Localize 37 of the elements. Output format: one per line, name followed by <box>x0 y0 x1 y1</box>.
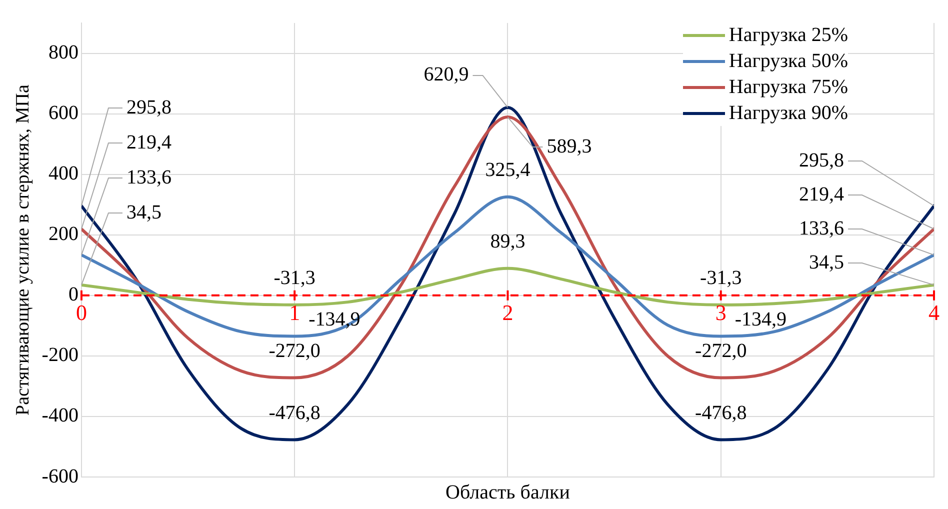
data-label: 295,8 <box>799 149 844 172</box>
x-tick-label: 1 <box>289 300 300 326</box>
data-label: -272,0 <box>695 340 747 362</box>
data-label: 325,4 <box>485 159 530 182</box>
data-label: 34,5 <box>809 251 844 274</box>
data-label: 219,4 <box>126 131 172 154</box>
data-label: 219,4 <box>799 183 844 206</box>
y-tick-label: 800 <box>48 42 78 64</box>
data-label: 133,6 <box>799 217 844 240</box>
data-label: -272,0 <box>268 340 320 362</box>
data-label: -31,3 <box>274 267 316 290</box>
legend-label: Нагрузка 50% <box>728 50 848 72</box>
x-axis-title: Область балки <box>446 481 570 504</box>
data-label: -31,3 <box>700 267 742 290</box>
data-label: 589,3 <box>546 135 592 158</box>
x-tick-label: 3 <box>715 300 726 326</box>
y-tick-label: 200 <box>48 223 78 246</box>
x-tick-label: 4 <box>928 300 940 326</box>
x-tick-label: 2 <box>502 300 514 326</box>
y-tick-label: 600 <box>48 102 78 124</box>
legend-label: Нагрузка 25% <box>728 24 848 46</box>
y-axis-title: Растягивающие усилие в стержнях, МПа <box>12 84 34 416</box>
data-label: 133,6 <box>126 166 172 188</box>
data-label: 89,3 <box>490 230 526 253</box>
legend-label: Нагрузка 90% <box>728 102 848 124</box>
data-label: -476,8 <box>695 402 747 424</box>
data-label: -134,9 <box>734 308 787 330</box>
data-label: 295,8 <box>126 96 172 118</box>
y-tick-label: -600 <box>42 465 78 488</box>
data-label: -476,8 <box>268 402 320 424</box>
data-label: 34,5 <box>126 201 162 224</box>
y-tick-label: 0 <box>68 284 78 306</box>
y-tick-label: 400 <box>48 162 78 185</box>
y-tick-label: -400 <box>42 404 78 427</box>
legend-label: Нагрузка 75% <box>728 76 848 98</box>
data-label: 620,9 <box>424 64 469 86</box>
y-tick-label: -200 <box>42 344 78 366</box>
